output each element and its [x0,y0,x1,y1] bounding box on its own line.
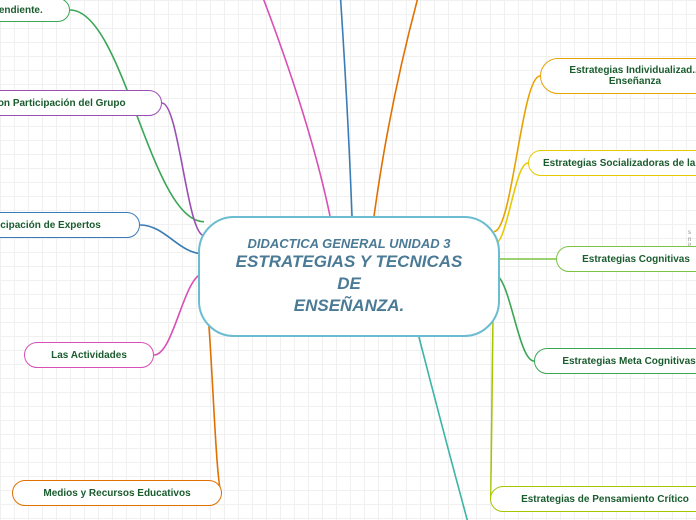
node-n5[interactable]: Medios y Recursos Educativos [12,480,222,506]
node-n4[interactable]: Las Actividades [24,342,154,368]
center-subtitle: DIDACTICA GENERAL UNIDAD 3 [230,236,468,251]
node-n10[interactable]: Estrategias de Pensamiento Crítico [490,486,696,512]
center-title-line2: ENSEÑANZA. [230,295,468,317]
mindmap-canvas: DIDACTICA GENERAL UNIDAD 3 ESTRATEGIAS Y… [0,0,696,520]
node-n7[interactable]: Estrategias Socializadoras de la Ens... [528,150,696,176]
node-n6[interactable]: Estrategias Individualizad...Enseñanza [540,58,696,94]
node-n9[interactable]: Estrategias Meta Cognitivas [534,348,696,374]
node-n3[interactable]: n Participación de Expertos [0,212,140,238]
node-n1[interactable]: ependiente. [0,0,70,22]
node-n2[interactable]: as con Participación del Grupo [0,90,162,116]
node-n8[interactable]: Estrategias Cognitivas [556,246,696,272]
center-title-line1: ESTRATEGIAS Y TECNICAS DE [230,251,468,295]
center-node[interactable]: DIDACTICA GENERAL UNIDAD 3 ESTRATEGIAS Y… [198,216,500,337]
